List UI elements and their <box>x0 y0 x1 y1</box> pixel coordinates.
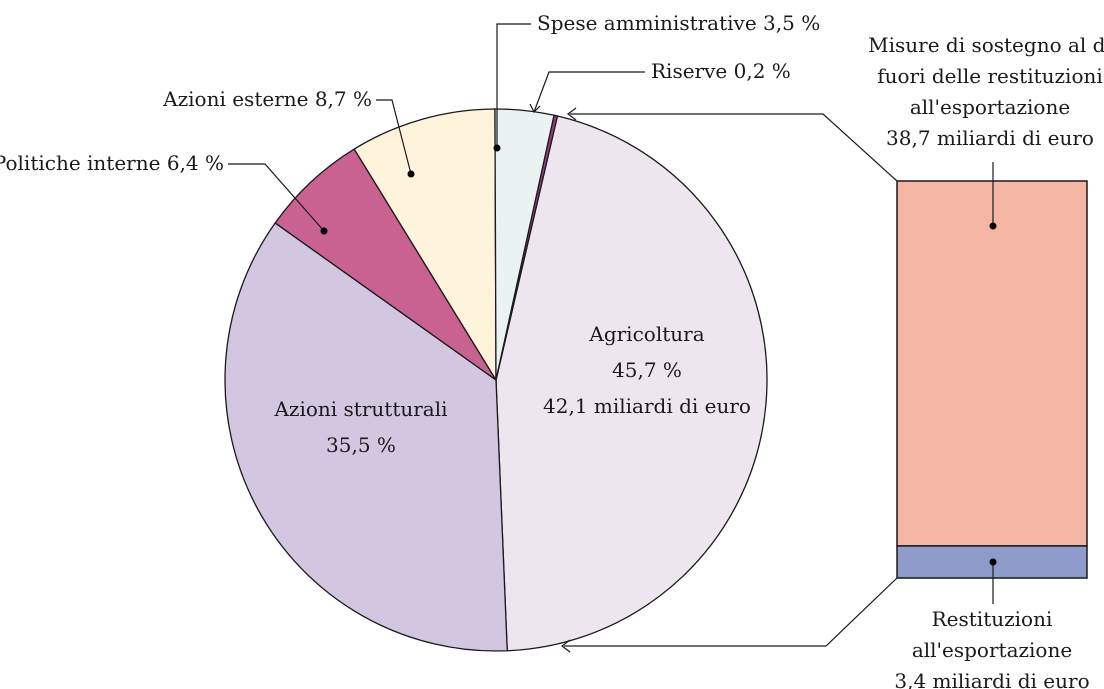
connector-bottom <box>564 577 898 647</box>
bar-dot-restituzioni <box>989 558 997 566</box>
slice-label-riserve: Riserve 0,2 % <box>651 59 791 83</box>
bar-segment-sostegno <box>896 180 1088 547</box>
slice-label-politiche-interne: Politiche interne 6,4 % <box>0 151 224 175</box>
pie-slice-azioni-strutturali <box>224 222 508 652</box>
connector-top-arrow <box>567 107 577 121</box>
leader-lines <box>228 23 645 235</box>
pie-slice-azioni-esterne <box>353 108 497 383</box>
leader-riserve <box>533 71 645 113</box>
slice-labels: Agricoltura 45,7 % 42,1 miliardi di euro Az… <box>0 11 820 457</box>
leader-dot-azioni-esterne <box>407 170 415 178</box>
leader-arrow-riserve <box>529 103 541 114</box>
leader-azioni-esterne <box>376 99 412 175</box>
slice-label-azioni-strutturali: Azioni strutturali 35,5 % <box>273 397 447 457</box>
breakdown-labels: Misure di sostegno al di fuori delle rest… <box>868 33 1104 689</box>
leader-dot-politiche-interne <box>320 227 328 235</box>
slice-label-spese-amministrative: Spese amministrative 3,5 % <box>537 11 820 35</box>
slice-label-agricoltura: Agricoltura 45,7 % 42,1 miliardi di euro <box>543 322 751 418</box>
connector-bottom-arrow <box>561 639 571 653</box>
bar-label-restituzioni: Restituzioni all'esportazione 3,4 miliardi… <box>894 607 1089 689</box>
pie-slices <box>224 108 768 652</box>
pie-slice-agricoltura <box>495 115 768 652</box>
connector-top <box>570 113 898 182</box>
leader-dot-spese-amministrative <box>493 144 501 152</box>
leader-politiche-interne <box>228 163 325 232</box>
pie-slice-riserve <box>495 114 559 381</box>
agriculture-breakdown-bar <box>561 107 1088 653</box>
leader-spese-amministrative <box>496 23 531 148</box>
bar-label-sostegno: Misure di sostegno al di fuori delle rest… <box>868 33 1104 150</box>
slice-label-azioni-esterne: Azioni esterne 8,7 % <box>162 87 372 111</box>
bar-dot-sostegno <box>989 222 997 230</box>
